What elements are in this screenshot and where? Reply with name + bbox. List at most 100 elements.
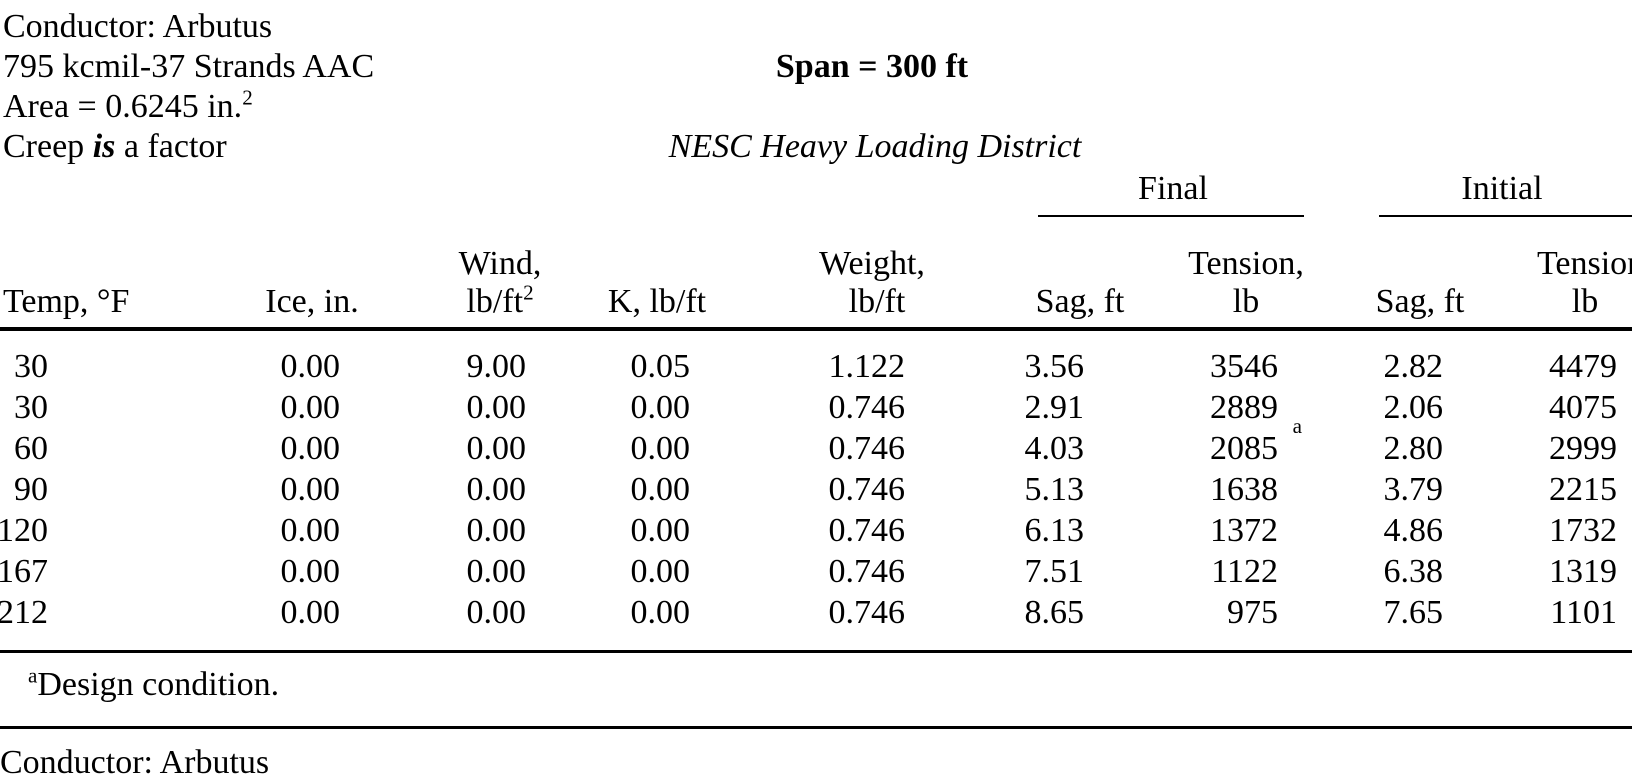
table-cell: 2215 <box>1549 471 1617 508</box>
column-header-weight-line2: lb/ft <box>848 283 906 320</box>
next-table-conductor-line: Conductor: Arbutus <box>0 744 270 781</box>
loading-district-label: NESC Heavy Loading District <box>668 128 1082 165</box>
table-cell: 7.65 <box>1383 594 1444 631</box>
footnote-bottom-rule <box>0 726 1632 729</box>
table-cell: 2.80 <box>1383 430 1444 467</box>
table-cell: 8.65 <box>1024 594 1085 631</box>
group-header-initial: Initial <box>1461 170 1543 207</box>
initial-group-underline <box>1379 215 1632 217</box>
column-header-tension-final-line1: Tension, <box>1188 245 1304 282</box>
final-group-underline <box>1038 215 1304 217</box>
table-cell: 0.00 <box>280 430 341 467</box>
table-cell: 4479 <box>1549 348 1617 385</box>
footnote-text: Design condition. <box>37 666 280 703</box>
table-cell: 30 <box>14 348 48 385</box>
table-cell: 2.06 <box>1383 389 1444 426</box>
creep-line: Creep is a factor <box>3 128 227 166</box>
table-cell: 0.00 <box>466 553 527 590</box>
table-cell: 3546 <box>1210 348 1278 385</box>
conductor-strands-line: 795 kcmil-37 Strands AAC <box>3 48 375 85</box>
creep-prefix: Creep <box>3 128 85 165</box>
span-label: Span = 300 ft <box>775 48 969 85</box>
table-cell: 0.00 <box>280 553 341 590</box>
table-cell: 4.86 <box>1383 512 1444 549</box>
column-header-wind-line1: Wind, <box>458 245 542 282</box>
table-cell: 6.38 <box>1383 553 1444 590</box>
table-cell: 4.03 <box>1024 430 1085 467</box>
wind-unit-base: lb/ft <box>466 283 524 320</box>
table-cell: 3.56 <box>1024 348 1085 385</box>
column-header-weight-line1: Weight, <box>819 245 925 282</box>
table-cell: 0.00 <box>280 471 341 508</box>
conductor-name-line: Conductor: Arbutus <box>3 8 273 45</box>
table-cell: 0.00 <box>280 389 341 426</box>
table-cell: 120 <box>0 512 48 549</box>
table-cell: 2.91 <box>1024 389 1085 426</box>
table-cell: 0.746 <box>828 594 906 631</box>
table-cell-design-condition: 2085 a <box>1210 414 1302 467</box>
table-cell: 212 <box>0 594 48 631</box>
column-header-tension-initial-line1: Tension, <box>1537 245 1632 282</box>
table-cell: 0.00 <box>630 471 691 508</box>
table-cell: 0.05 <box>630 348 691 385</box>
column-header-tension-final-line2: lb <box>1232 283 1260 320</box>
table-cell: 0.00 <box>466 471 527 508</box>
table-cell: 0.00 <box>630 512 691 549</box>
column-header-sag-initial: Sag, ft <box>1375 283 1465 320</box>
area-superscript: 2 <box>242 85 253 110</box>
table-cell: 1319 <box>1549 553 1617 590</box>
table-cell: 7.51 <box>1024 553 1085 590</box>
table-cell: 0.00 <box>630 430 691 467</box>
column-header-wind-unit: lb/ft2 <box>466 280 534 321</box>
table-cell: 0.746 <box>828 512 906 549</box>
table-cell: 9.00 <box>466 348 527 385</box>
table-cell: 0.00 <box>280 594 341 631</box>
table-cell: 30 <box>14 389 48 426</box>
table-cell: 2889 <box>1210 389 1278 426</box>
table-cell: 1732 <box>1549 512 1617 549</box>
column-header-tension-initial-line2: lb <box>1571 283 1599 320</box>
table-cell: 0.00 <box>466 430 527 467</box>
table-cell: 0.00 <box>630 553 691 590</box>
table-cell: 6.13 <box>1024 512 1085 549</box>
table-cell: 0.746 <box>828 553 906 590</box>
column-header-temp: Temp, °F <box>3 283 130 320</box>
table-header-rule <box>0 327 1632 331</box>
area-text: Area = 0.6245 in. <box>3 88 243 125</box>
creep-emphasis: is <box>92 128 116 165</box>
table-cell: 0.746 <box>828 389 906 426</box>
table-cell: 1372 <box>1210 512 1278 549</box>
table-cell: 1.122 <box>828 348 906 385</box>
table-cell: 1101 <box>1550 594 1617 631</box>
table-cell: 0.746 <box>828 430 906 467</box>
table-cell: 0.746 <box>828 471 906 508</box>
table-cell: 0.00 <box>630 389 691 426</box>
table-cell: 0.00 <box>280 512 341 549</box>
table-cell: 2.82 <box>1383 348 1444 385</box>
table-cell: 4075 <box>1549 389 1617 426</box>
table-cell: 5.13 <box>1024 471 1085 508</box>
table-cell: 0.00 <box>466 594 527 631</box>
design-tension-value: 2085 <box>1210 430 1278 467</box>
table-cell: 60 <box>14 430 48 467</box>
table-cell: 3.79 <box>1383 471 1444 508</box>
table-cell: 0.00 <box>466 389 527 426</box>
footnote: aDesign condition. <box>28 663 280 704</box>
footnote-marker: a <box>28 663 38 688</box>
table-cell: 1638 <box>1210 471 1278 508</box>
table-cell: 0.00 <box>466 512 527 549</box>
table-cell: 1122 <box>1211 553 1278 590</box>
creep-suffix: a factor <box>123 128 227 165</box>
table-cell: 167 <box>0 553 48 590</box>
conductor-area-line: Area = 0.6245 in.2 <box>3 85 253 126</box>
column-header-sag-final: Sag, ft <box>1035 283 1125 320</box>
column-header-ice: Ice, in. <box>265 283 359 320</box>
wind-unit-superscript: 2 <box>523 280 534 305</box>
table-cell: 90 <box>14 471 48 508</box>
table-cell: 0.00 <box>630 594 691 631</box>
table-cell: 0.00 <box>280 348 341 385</box>
table-cell: 2999 <box>1549 430 1617 467</box>
table-bottom-rule <box>0 650 1632 653</box>
table-cell: 975 <box>1227 594 1278 631</box>
